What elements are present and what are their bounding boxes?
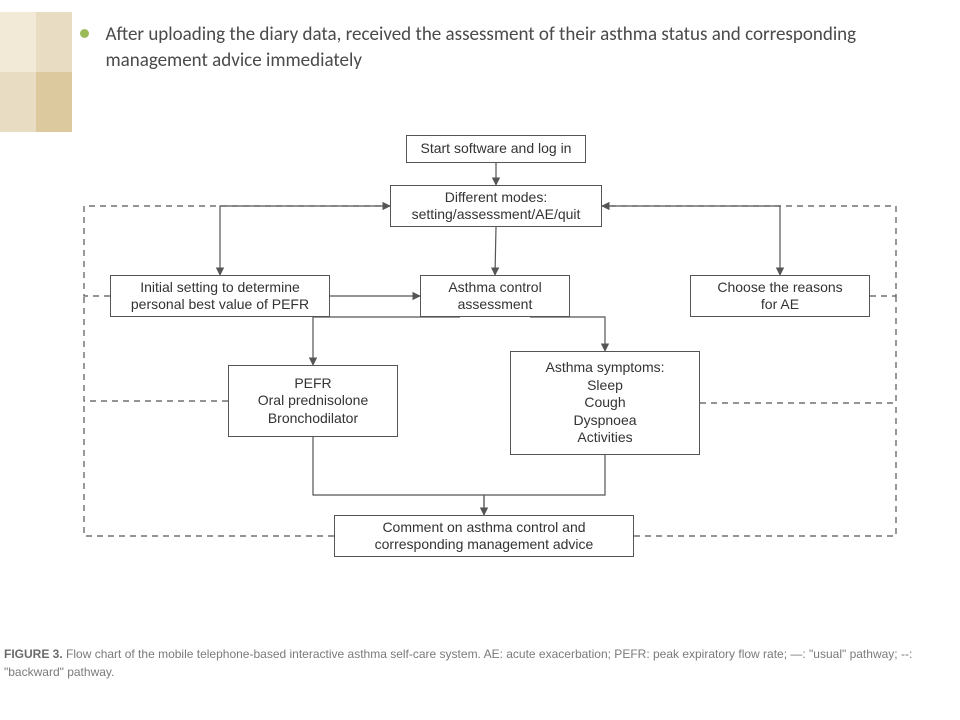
flowchart-node-reasons: Choose the reasons for AE <box>690 275 870 317</box>
figure-caption: FIGURE 3. Flow chart of the mobile telep… <box>4 645 956 681</box>
figure-label: FIGURE 3. <box>4 647 63 661</box>
bullet-item: After uploading the diary data, received… <box>80 22 920 73</box>
flowchart-node-symptoms: Asthma symptoms: Sleep Cough Dyspnoea Ac… <box>510 351 700 455</box>
figure-caption-text: Flow chart of the mobile telephone-based… <box>4 647 912 679</box>
slide-accent-graphic <box>0 12 72 132</box>
bullet-dot-icon <box>80 29 89 38</box>
flowchart-node-pefr: PEFR Oral prednisolone Bronchodilator <box>228 365 398 437</box>
flowchart-node-comment: Comment on asthma control and correspond… <box>334 515 634 557</box>
flowchart-node-start: Start software and log in <box>406 135 586 163</box>
flowchart-node-assess: Asthma control assessment <box>420 275 570 317</box>
flowchart-figure: Start software and log in Different modes… <box>90 135 890 615</box>
flowchart-node-modes: Different modes: setting/assessment/AE/q… <box>390 185 602 227</box>
bullet-text: After uploading the diary data, received… <box>105 22 865 73</box>
flowchart-node-initial: Initial setting to determine personal be… <box>110 275 330 317</box>
